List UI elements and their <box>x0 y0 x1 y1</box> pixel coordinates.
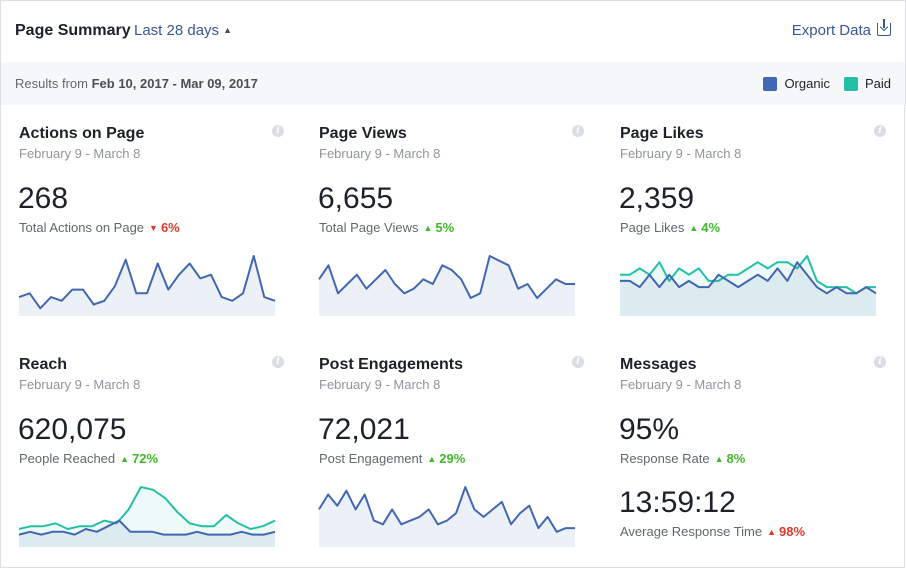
card-value: 268 <box>18 182 69 215</box>
card-date-range: February 9 - March 8 <box>620 146 742 161</box>
organic-series-line <box>318 255 575 299</box>
sparkline-chart <box>318 486 575 547</box>
trend-up-icon: ▲ <box>423 223 433 233</box>
trend-up-icon: ▲ <box>427 454 437 464</box>
card-value: 72,021 <box>318 413 410 446</box>
sparkline-chart <box>318 255 575 316</box>
card-date-range: February 9 - March 8 <box>19 377 141 392</box>
card-label-text: Average Response Time <box>620 524 763 539</box>
trend-up-icon: ▲ <box>689 223 699 233</box>
card-label-text: Response Rate <box>620 451 710 466</box>
card-label-text: People Reached <box>19 451 116 466</box>
card-label-text: Total Page Views <box>319 220 419 235</box>
metric-card[interactable]: Post Engagements February 9 - March 8 i 72,… <box>301 336 603 568</box>
sparkline-chart <box>18 255 276 316</box>
card-date-range: February 9 - March 8 <box>620 377 742 392</box>
card-date-range: February 9 - March 8 <box>319 377 441 392</box>
organic-series-line <box>620 261 877 295</box>
card-label: Total Actions on Page ▼ 6% <box>19 220 180 235</box>
info-icon[interactable]: i <box>874 356 886 368</box>
card-title: Page Views <box>319 125 407 142</box>
metric-card[interactable]: Page Likes February 9 - March 8 i 2,359 Page… <box>602 105 905 337</box>
organic-swatch <box>763 76 778 91</box>
card-label-text: Post Engagement <box>319 451 423 466</box>
legend-organic: Organic <box>763 76 830 91</box>
sparkline-chart <box>620 255 877 316</box>
organic-series-area <box>19 520 275 547</box>
card-label: Response Rate ▲ 8% <box>620 451 745 466</box>
info-icon[interactable]: i <box>272 356 284 368</box>
card-value: 620,075 <box>18 413 127 446</box>
card-label: Page Likes ▲ 4% <box>620 220 720 235</box>
sparkline-chart <box>18 486 276 547</box>
paid-series-area <box>19 487 275 547</box>
metric-card[interactable]: Page Views February 9 - March 8 i 6,655 Tota… <box>301 105 603 337</box>
card-date-range: February 9 - March 8 <box>19 146 141 161</box>
legend-paid: Paid <box>843 76 891 91</box>
card-value: 95% <box>619 413 680 446</box>
organic-series-line <box>318 486 575 533</box>
trend-up-icon: ▲ <box>767 527 777 537</box>
legend-organic-label: Organic <box>784 76 830 91</box>
sort-arrows-icon: ▲ <box>223 25 232 35</box>
trend-up-icon: ▲ <box>714 454 724 464</box>
card-label: People Reached ▲ 72% <box>19 451 158 466</box>
download-icon <box>877 19 891 36</box>
organic-series-area <box>319 487 575 547</box>
results-dates: Feb 10, 2017 - Mar 09, 2017 <box>91 76 258 91</box>
date-range-dropdown[interactable]: Last 28 days ▲ <box>134 22 232 39</box>
card-value: 6,655 <box>318 182 394 215</box>
info-icon[interactable]: i <box>272 125 284 137</box>
card-date-range: February 9 - March 8 <box>319 146 441 161</box>
card-title: Messages <box>620 356 697 373</box>
trend-down-icon: ▼ <box>149 223 158 233</box>
organic-series-area <box>319 256 575 316</box>
change-percent: 98% <box>779 524 806 539</box>
date-range-label: Last 28 days <box>134 22 220 39</box>
card-label-text: Page Likes <box>620 220 685 235</box>
info-icon[interactable]: i <box>874 125 886 137</box>
paid-series-line <box>620 255 876 295</box>
export-label: Export Data <box>791 22 871 39</box>
change-percent: 4% <box>701 220 721 235</box>
metric-card[interactable]: Reach February 9 - March 8 i 620,075 People … <box>0 336 303 568</box>
legend-paid-label: Paid <box>864 76 891 91</box>
paid-swatch <box>843 76 858 91</box>
page-title: Page Summary <box>15 22 131 39</box>
card-label: Total Page Views ▲ 5% <box>319 220 454 235</box>
summary-header: Page Summary Last 28 days ▲ Export Data <box>0 0 906 63</box>
card-label-secondary: Average Response Time ▲ 98% <box>620 524 805 539</box>
results-bar: Results from Feb 10, 2017 - Mar 09, 2017… <box>0 62 906 106</box>
legend: Organic Paid <box>749 76 891 91</box>
info-icon[interactable]: i <box>572 125 584 137</box>
card-title: Reach <box>19 356 68 373</box>
card-title: Page Likes <box>620 125 704 142</box>
card-label-text: Total Actions on Page <box>19 220 145 235</box>
info-icon[interactable]: i <box>572 356 584 368</box>
export-data-button[interactable]: Export Data <box>791 19 891 39</box>
paid-series-line <box>18 486 276 530</box>
change-percent: 6% <box>160 220 180 235</box>
change-percent: 72% <box>132 451 159 466</box>
results-range: Results from Feb 10, 2017 - Mar 09, 2017 <box>15 76 258 91</box>
organic-series-area <box>620 262 876 316</box>
card-label: Post Engagement ▲ 29% <box>319 451 465 466</box>
card-value-secondary: 13:59:12 <box>619 486 736 519</box>
metric-card[interactable]: Messages February 9 - March 8 i 95% Response… <box>602 336 905 568</box>
change-percent: 29% <box>439 451 466 466</box>
card-title: Post Engagements <box>319 356 464 373</box>
card-title: Actions on Page <box>19 125 145 142</box>
trend-up-icon: ▲ <box>120 454 130 464</box>
card-value: 2,359 <box>619 182 695 215</box>
change-percent: 5% <box>435 220 455 235</box>
organic-series-area <box>19 256 275 316</box>
organic-series-line <box>18 519 276 536</box>
metric-card[interactable]: Actions on Page February 9 - March 8 i 268 T… <box>0 105 303 337</box>
results-prefix: Results from <box>15 76 88 91</box>
change-percent: 8% <box>726 451 746 466</box>
organic-series-line <box>18 255 276 310</box>
